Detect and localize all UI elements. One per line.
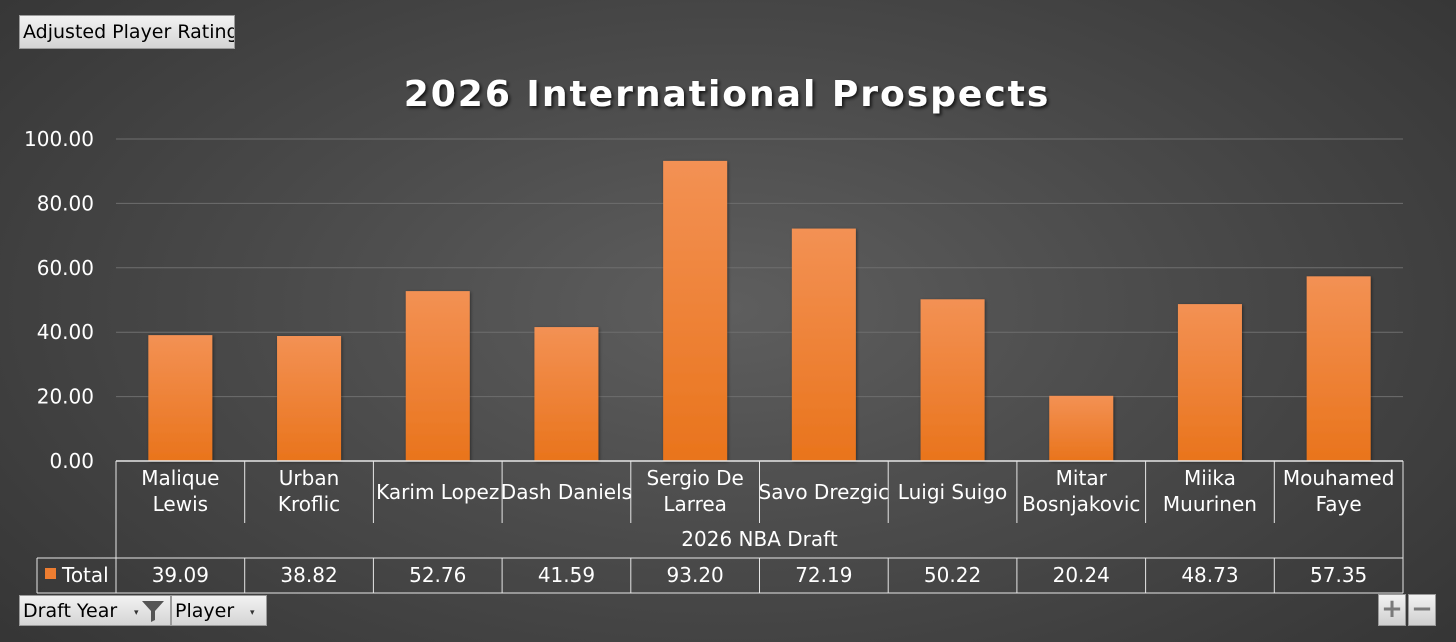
category-label-line: Larrea	[663, 492, 727, 516]
zoom-out-button[interactable]: −	[1408, 594, 1436, 626]
category-label-line: Malique	[141, 466, 219, 490]
value-field-button[interactable]: Adjusted Player Rating	[19, 15, 235, 49]
bar	[1049, 395, 1114, 461]
data-label: 50.22	[924, 563, 981, 587]
category-label-line: Luigi Suigo	[898, 480, 1008, 504]
bar	[1306, 276, 1371, 461]
dropdown-arrow-icon: ▾	[134, 608, 139, 618]
category-label-line: Muurinen	[1163, 492, 1257, 516]
axis-table: Malique Lewis 39.09 Urban Kroflic 38.82 Karim …	[36, 460, 1404, 594]
bar	[148, 335, 213, 461]
group-label: 2026 NBA Draft	[681, 527, 838, 551]
data-label: 57.35	[1310, 563, 1367, 587]
value-field-label: Adjusted Player Rating	[23, 21, 235, 43]
y-tick-label: 60.00	[37, 256, 94, 280]
funnel-icon	[142, 601, 164, 622]
category-label-line: Kroflic	[278, 492, 340, 516]
category-label-line: Karim Lopez	[376, 480, 499, 504]
category-label-line: Mouhamed	[1283, 466, 1395, 490]
y-tick-label: 100.00	[24, 127, 94, 151]
category-label: Miika Muurinen	[1163, 466, 1257, 516]
category-label-line: Urban	[279, 466, 340, 490]
data-label: 93.20	[667, 563, 724, 587]
y-tick-label: 40.00	[37, 320, 94, 344]
zoom-in-button[interactable]: +	[1378, 594, 1406, 626]
category-label: Urban Kroflic	[278, 466, 340, 516]
category-label: Luigi Suigo	[898, 480, 1008, 504]
bars	[148, 160, 1371, 461]
bar	[405, 291, 470, 461]
category-label: Mitar Bosnjakovic	[1022, 466, 1140, 516]
bar	[277, 335, 342, 461]
draft-year-label: Draft Year	[23, 600, 118, 622]
category-label: Dash Daniels	[501, 480, 632, 504]
data-label: 41.59	[538, 563, 595, 587]
legend-swatch-icon	[45, 568, 56, 579]
category-label-line: Sergio De	[646, 466, 743, 490]
bar	[920, 299, 985, 461]
player-label: Player	[175, 600, 235, 622]
data-label: 39.09	[152, 563, 209, 587]
category-label-line: Mitar	[1056, 466, 1108, 490]
data-label: 48.73	[1181, 563, 1238, 587]
data-label: 72.19	[795, 563, 852, 587]
legend-label: Total	[61, 563, 109, 587]
bar	[663, 160, 728, 461]
data-label: 38.82	[280, 563, 337, 587]
category-label: Sergio De Larrea	[646, 466, 743, 516]
bar	[791, 228, 856, 461]
data-label: 52.76	[409, 563, 466, 587]
category-label: Karim Lopez	[376, 480, 499, 504]
category-label: Mouhamed Faye	[1283, 466, 1395, 516]
category-label-line: Miika	[1184, 466, 1236, 490]
bar	[1177, 304, 1242, 461]
y-tick-label: 80.00	[37, 191, 94, 215]
player-filter-button[interactable]: Player ▾	[171, 595, 267, 626]
category-label: Malique Lewis	[141, 466, 219, 516]
bar	[534, 327, 599, 461]
category-label-line: Savo Drezgic	[759, 480, 890, 504]
y-tick-label: 20.00	[37, 385, 94, 409]
chart-title: 2026 International Prospects	[404, 74, 1051, 115]
category-label-line: Lewis	[153, 492, 208, 516]
dropdown-arrow-icon: ▾	[250, 608, 255, 618]
draft-year-filter-button[interactable]: Draft Year ▾	[19, 595, 171, 626]
category-label: Savo Drezgic	[759, 480, 890, 504]
data-label: 20.24	[1053, 563, 1110, 587]
category-label-line: Bosnjakovic	[1022, 492, 1140, 516]
category-label-line: Dash Daniels	[501, 480, 632, 504]
y-axis: 0.00 20.00 40.00 60.00 80.00 100.00	[24, 127, 94, 473]
y-tick-label: 0.00	[49, 449, 94, 473]
category-label-line: Faye	[1316, 492, 1362, 516]
